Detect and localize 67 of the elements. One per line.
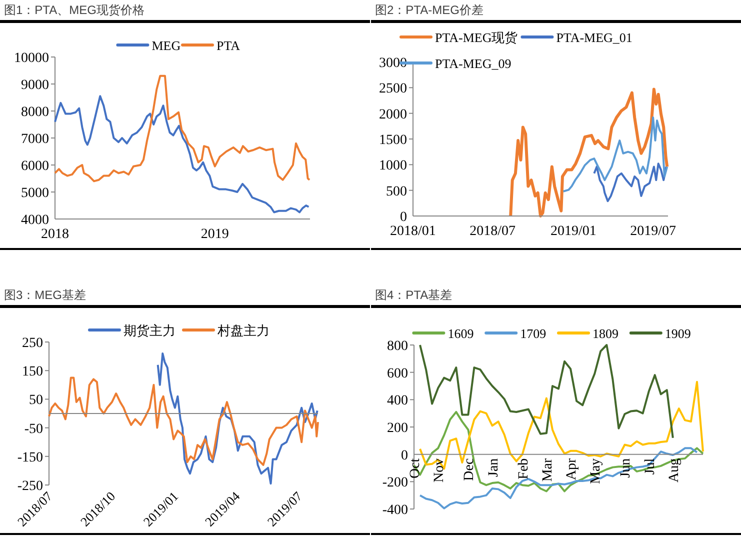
x-tick-label: 2018 xyxy=(41,227,69,242)
x-tick-label: 2019/07 xyxy=(630,224,676,239)
chart-title: 图2：PTA-MEG价差 xyxy=(375,3,484,17)
y-tick-label: 200 xyxy=(387,421,408,436)
legend-label: 1909 xyxy=(664,326,691,341)
y-tick-label: -150 xyxy=(17,450,43,466)
x-tick-label: Jul xyxy=(642,458,658,475)
x-tick-label: Jan xyxy=(486,458,502,478)
y-tick-label: 1000 xyxy=(379,158,407,174)
legend-label: 1609 xyxy=(448,326,474,341)
line-series xyxy=(48,376,319,466)
y-tick-label: 10000 xyxy=(14,51,49,66)
y-tick-label: 2500 xyxy=(379,82,407,97)
y-tick-label: 800 xyxy=(387,339,408,354)
y-tick-label: 7000 xyxy=(21,132,49,147)
legend-label: 期货主力 xyxy=(124,323,176,338)
y-tick-label: 500 xyxy=(386,184,407,200)
x-tick-label: Nov xyxy=(432,458,448,482)
x-tick-label: 2018/07 xyxy=(470,224,516,239)
y-tick-label: 6000 xyxy=(21,159,49,174)
legend-label: PTA-MEG_01 xyxy=(556,30,632,45)
y-tick-label: -400 xyxy=(382,503,408,518)
y-tick-label: 250 xyxy=(22,336,43,351)
y-tick-label: 1500 xyxy=(379,133,407,148)
legend-label: PTA xyxy=(216,38,241,53)
y-tick-label: 8000 xyxy=(21,105,49,120)
line-series xyxy=(419,344,674,439)
y-tick-label: 150 xyxy=(22,364,43,380)
y-tick-label: -50 xyxy=(24,422,43,437)
legend-label: 1709 xyxy=(520,326,546,341)
x-tick-label: Dec xyxy=(462,458,478,481)
x-tick-label: Mar xyxy=(540,458,556,482)
line-series xyxy=(509,88,669,218)
y-tick-label: -200 xyxy=(382,476,408,491)
legend-label: 1809 xyxy=(592,326,618,341)
x-tick-label: 2018/01 xyxy=(390,224,436,239)
x-tick-label: 2019 xyxy=(200,227,229,242)
x-tick-label: 2019/01 xyxy=(550,224,596,239)
x-tick-label: May xyxy=(588,458,604,484)
x-tick-label: Feb xyxy=(516,458,532,480)
chart-title: 图3：MEG基差 xyxy=(4,288,86,302)
x-tick-label: Oct xyxy=(408,458,423,479)
line-series xyxy=(593,162,668,202)
y-tick-label: 2000 xyxy=(379,107,407,122)
y-tick-label: 400 xyxy=(387,394,408,409)
legend-label: MEG xyxy=(152,38,181,53)
y-tick-label: -250 xyxy=(17,479,43,494)
y-tick-label: 50 xyxy=(29,393,43,408)
y-tick-label: 4000 xyxy=(21,213,49,228)
line-series xyxy=(54,74,311,182)
y-tick-label: 0 xyxy=(400,210,407,225)
y-tick-label: 600 xyxy=(387,366,408,382)
chart-title: 图4：PTA基差 xyxy=(375,288,452,302)
legend-label: 村盘主力 xyxy=(216,323,270,338)
chart-title: 图1：PTA、MEG现货价格 xyxy=(4,3,144,17)
line-series xyxy=(156,352,318,485)
y-tick-label: 9000 xyxy=(21,78,49,93)
line-series xyxy=(54,95,310,214)
line-series xyxy=(562,116,668,192)
x-tick-label: Jun xyxy=(618,458,634,478)
legend-label: PTA-MEG现货 xyxy=(435,30,518,45)
y-tick-label: 5000 xyxy=(21,186,49,201)
x-tick-label: Aug xyxy=(666,458,682,482)
legend-label: PTA-MEG_09 xyxy=(435,56,512,71)
line-series xyxy=(419,447,698,510)
y-tick-label: 0 xyxy=(401,448,408,464)
x-tick-label: Apr xyxy=(564,458,580,480)
